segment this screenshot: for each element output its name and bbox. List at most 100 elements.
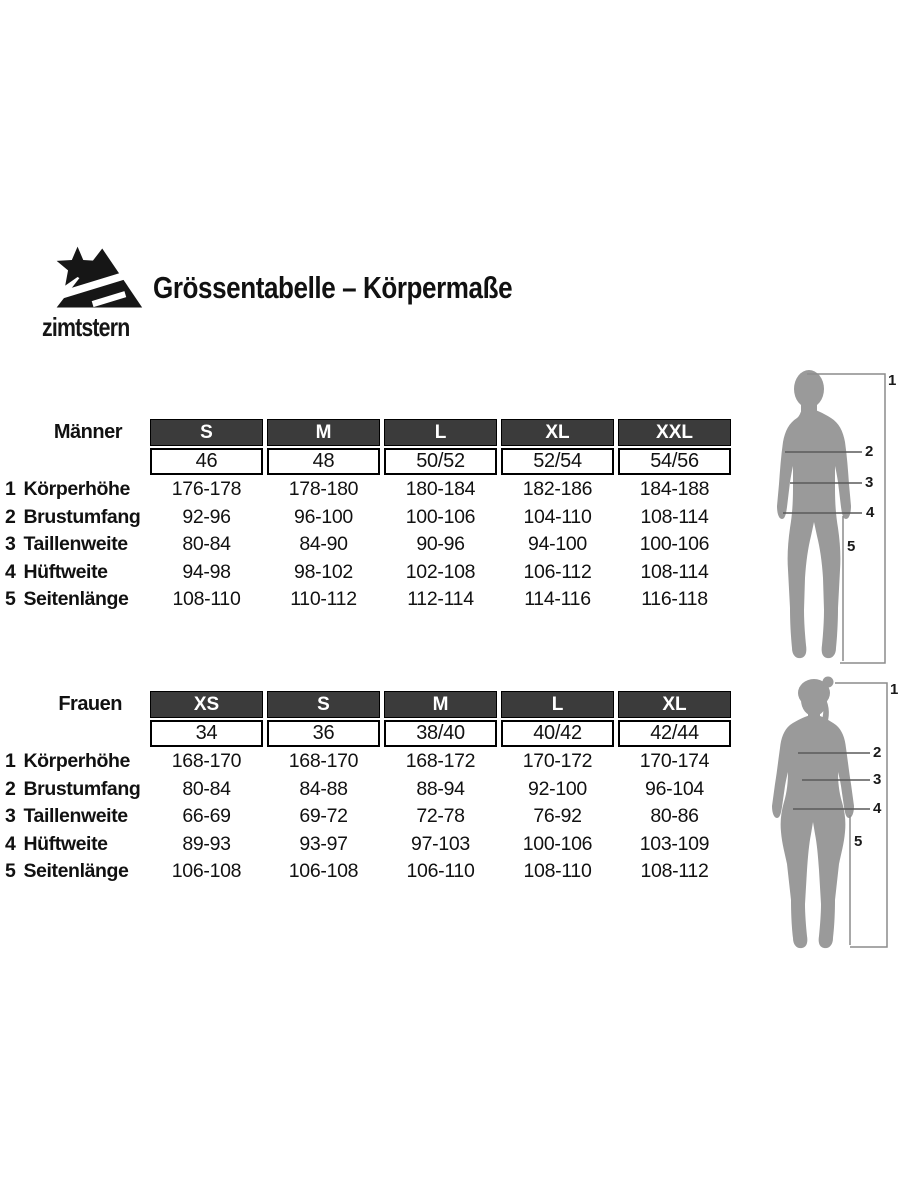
size-column-header: L — [384, 419, 497, 446]
measurement-value-cell: 84-88 — [299, 777, 348, 800]
size-number-cell: 52/54 — [501, 448, 614, 475]
row-label-text: Seitenlänge — [23, 588, 129, 611]
size-column-header: L — [501, 691, 614, 718]
height-bracket-line — [807, 373, 886, 664]
measurement-row-label: 4 Hüftweite — [5, 831, 148, 859]
row-label-text: Brustumfang — [23, 505, 141, 528]
measurement-value-cell: 108-110 — [172, 588, 241, 611]
row-label-text: Hüftweite — [23, 560, 108, 583]
mens-section: Männer S M L XL XXL 46 48 50/52 52/54 54… — [5, 418, 733, 614]
mens-size-table: Männer S M L XL XXL 46 48 50/52 52/54 54… — [5, 418, 733, 614]
measurement-value-cell: 66-69 — [182, 805, 231, 828]
row-number: 3 — [5, 533, 16, 556]
measurement-value-cell: 80-84 — [182, 777, 231, 800]
size-number-cell: 38/40 — [384, 720, 497, 747]
measurement-value-cell: 168-170 — [288, 750, 359, 773]
row-label-text: Taillenweite — [23, 805, 128, 828]
measurement-value-cell: 116-118 — [641, 588, 708, 611]
measurement-value-cell: 94-100 — [528, 533, 587, 556]
size-number-cell: 50/52 — [384, 448, 497, 475]
womens-size-table: Frauen XS S M L XL 34 36 38/40 40/42 42/… — [5, 690, 733, 886]
measurement-row-label: 2 Brustumfang — [5, 504, 148, 532]
row-label-text: Hüftweite — [23, 832, 108, 855]
measurement-value-cell: 112-114 — [407, 588, 474, 611]
row-number: 2 — [5, 505, 16, 528]
female-hair-bun — [822, 676, 834, 688]
height-bracket-line — [835, 682, 888, 948]
size-column-header: S — [267, 691, 380, 718]
row-label-text: Seitenlänge — [23, 860, 129, 883]
measurement-value-cell: 69-72 — [299, 805, 348, 828]
marker-side-length: 5 — [847, 538, 856, 555]
marker-waist: 3 — [865, 474, 874, 491]
male-body — [777, 408, 851, 659]
row-number: 4 — [5, 832, 16, 855]
measurement-row-label: 1 Körperhöhe — [5, 748, 148, 776]
row-label-text: Brustumfang — [23, 777, 141, 800]
row-number: 2 — [5, 777, 16, 800]
measurement-value-cell: 96-100 — [294, 505, 353, 528]
size-column-header: XXL — [618, 419, 731, 446]
measurement-value-cell: 100-106 — [522, 832, 593, 855]
size-number-cell: 34 — [150, 720, 263, 747]
size-column-header: S — [150, 419, 263, 446]
marker-hip: 4 — [873, 800, 882, 817]
measurement-row-label: 4 Hüftweite — [5, 559, 148, 587]
size-number-cell: 46 — [150, 448, 263, 475]
spacer-cell — [5, 447, 148, 476]
male-head — [794, 370, 824, 408]
size-column-header: XL — [501, 419, 614, 446]
measurement-value-cell: 170-172 — [522, 750, 593, 773]
measurement-value-cell: 100-106 — [639, 533, 710, 556]
measurement-value-cell: 108-114 — [640, 505, 709, 528]
male-silhouette — [777, 370, 886, 664]
female-body — [772, 714, 854, 949]
zimtstern-logo-icon — [54, 246, 143, 308]
marker-hip: 4 — [866, 504, 875, 521]
measurement-value-cell: 94-98 — [182, 560, 231, 583]
measurement-value-cell: 178-180 — [288, 478, 359, 501]
measurement-value-cell: 92-100 — [528, 777, 587, 800]
marker-side-length: 5 — [854, 833, 863, 850]
row-label-text: Taillenweite — [23, 533, 128, 556]
measurement-value-cell: 114-116 — [524, 588, 591, 611]
size-column-header: XL — [618, 691, 731, 718]
row-number: 1 — [5, 478, 16, 501]
measurement-value-cell: 110-112 — [290, 588, 357, 611]
measurement-value-cell: 100-106 — [405, 505, 476, 528]
measurement-value-cell: 72-78 — [416, 805, 465, 828]
size-number-cell: 42/44 — [618, 720, 731, 747]
row-number: 5 — [5, 860, 16, 883]
measurement-value-cell: 108-114 — [640, 560, 709, 583]
size-column-header: XS — [150, 691, 263, 718]
measurement-value-cell: 182-186 — [522, 478, 593, 501]
measurement-value-cell: 80-86 — [650, 805, 699, 828]
row-number: 5 — [5, 588, 16, 611]
measurement-value-cell: 97-103 — [411, 832, 470, 855]
row-number: 4 — [5, 560, 16, 583]
marker-height: 1 — [890, 681, 899, 698]
group-label-men: Männer — [53, 421, 123, 443]
measurement-value-cell: 170-174 — [639, 750, 710, 773]
womens-section: Frauen XS S M L XL 34 36 38/40 40/42 42/… — [5, 690, 733, 886]
male-figure-diagram: 1 2 3 4 5 — [752, 358, 897, 665]
marker-waist: 3 — [873, 771, 882, 788]
size-column-header: M — [384, 691, 497, 718]
measurement-value-cell: 106-110 — [406, 860, 475, 883]
female-figure-diagram: 1 2 3 4 5 — [752, 672, 899, 962]
spacer-cell — [5, 719, 148, 748]
measurement-value-cell: 184-188 — [639, 478, 710, 501]
measurement-row-label: 1 Körperhöhe — [5, 476, 148, 504]
group-label-women: Frauen — [58, 693, 122, 715]
measurement-value-cell: 80-84 — [182, 533, 231, 556]
marker-chest: 2 — [873, 744, 882, 761]
measurement-value-cell: 104-110 — [523, 505, 592, 528]
measurement-value-cell: 168-170 — [171, 750, 242, 773]
measurement-value-cell: 106-108 — [171, 860, 242, 883]
measurement-value-cell: 108-110 — [523, 860, 592, 883]
measurement-row-label: 5 Seitenlänge — [5, 586, 148, 614]
female-head — [801, 684, 827, 716]
measurement-value-cell: 93-97 — [299, 832, 348, 855]
measurement-value-cell: 88-94 — [416, 777, 465, 800]
